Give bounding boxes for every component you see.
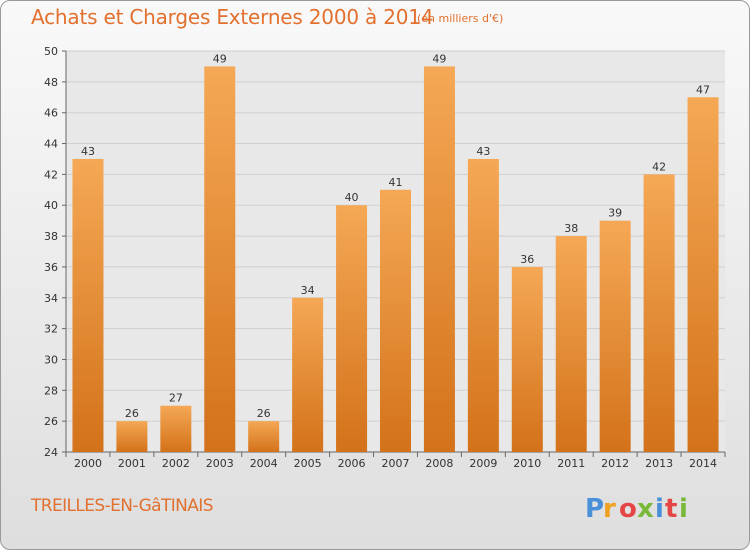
x-tick-label: 2009 (469, 457, 497, 470)
y-tick-label: 42 (44, 168, 58, 181)
data-label: 38 (564, 222, 578, 235)
y-tick-label: 24 (44, 446, 58, 459)
data-label: 41 (389, 176, 403, 189)
bar-2013 (643, 174, 675, 452)
bar-2005 (292, 297, 324, 452)
x-tick-label: 2011 (557, 457, 585, 470)
bar-2012 (599, 220, 631, 452)
x-tick-label: 2004 (250, 457, 278, 470)
x-tick-label: 2000 (74, 457, 102, 470)
y-tick-label: 38 (44, 230, 58, 243)
y-tick-label: 26 (44, 415, 58, 428)
bar-2007 (380, 189, 411, 453)
commune-name: TREILLES-EN-GâTINAIS (31, 496, 214, 516)
y-tick-label: 50 (44, 45, 58, 58)
bar-2004 (248, 421, 280, 452)
bar-2008 (423, 66, 455, 452)
data-label: 26 (125, 407, 139, 420)
logo-letter-t: t (665, 494, 677, 524)
logo-letter-i1: i (655, 494, 664, 524)
y-tick-label: 36 (44, 261, 58, 274)
x-tick-label: 2007 (382, 457, 410, 470)
x-tick-label: 2005 (294, 457, 322, 470)
y-tick-label: 48 (44, 76, 58, 89)
logo-letter-o: o (619, 494, 637, 524)
bar-2010 (511, 266, 543, 452)
bar-2009 (467, 158, 499, 452)
data-label: 39 (608, 207, 622, 220)
data-label: 42 (652, 160, 666, 173)
data-label: 34 (301, 284, 315, 297)
logo-letter-i2: i (679, 494, 688, 524)
data-label: 40 (345, 191, 359, 204)
bar-2001 (116, 421, 148, 452)
y-tick-label: 46 (44, 107, 58, 120)
data-label: 36 (520, 253, 534, 266)
data-label: 27 (169, 392, 183, 405)
x-tick-label: 2012 (601, 457, 629, 470)
bars (72, 66, 719, 453)
bar-2006 (336, 205, 368, 452)
x-tick-label: 2001 (118, 457, 146, 470)
bar-2000 (72, 158, 104, 452)
y-tick-label: 44 (44, 138, 58, 151)
bar-2014 (687, 97, 719, 453)
logo-letter-x: x (637, 494, 654, 524)
bar-2011 (555, 236, 587, 452)
x-tick-label: 2013 (645, 457, 673, 470)
data-label: 47 (696, 83, 710, 96)
x-tick-label: 2010 (513, 457, 541, 470)
y-tick-label: 32 (44, 323, 58, 336)
data-label: 43 (81, 145, 95, 158)
y-tick-label: 34 (44, 292, 58, 305)
data-label: 43 (476, 145, 490, 158)
data-label: 26 (257, 407, 271, 420)
logo-letter-r: r (603, 494, 616, 524)
bar-2002 (160, 405, 192, 452)
data-labels: 43 2000 26 2001 27 2002 49 2003 26 2004 34 2005 40 20… (74, 52, 717, 470)
x-tick-label: 2008 (425, 457, 453, 470)
x-tick-label: 2003 (206, 457, 234, 470)
bar-2003 (204, 66, 236, 452)
y-tick-label: 40 (44, 199, 58, 212)
data-label: 49 (432, 52, 446, 65)
logo-letter-p: P (585, 494, 604, 524)
x-tick-label: 2006 (338, 457, 366, 470)
proxiti-logo: P r o x i t i (585, 494, 688, 524)
data-label: 49 (213, 52, 227, 65)
y-tick-label: 30 (44, 353, 58, 366)
x-tick-label: 2014 (689, 457, 717, 470)
chart-subtitle: (en milliers d'€) (417, 12, 504, 25)
chart-title: Achats et Charges Externes 2000 à 2014 (31, 5, 434, 29)
x-tick-label: 2002 (162, 457, 190, 470)
y-tick-label: 28 (44, 384, 58, 397)
